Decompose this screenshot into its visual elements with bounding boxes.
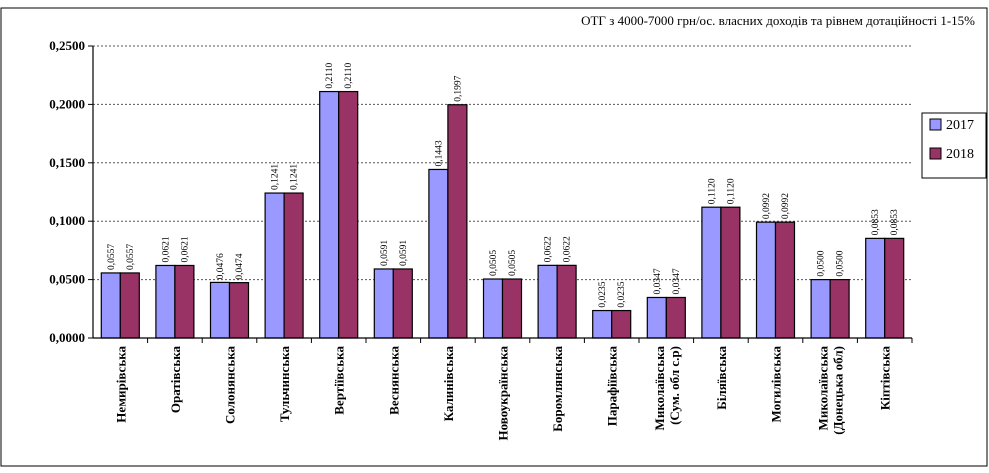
bar-2017 bbox=[428, 168, 449, 339]
data-label: 0,2110 bbox=[325, 63, 335, 89]
x-category-label: Вертіївська bbox=[332, 346, 347, 415]
bars bbox=[100, 90, 905, 339]
bar-2018 bbox=[392, 268, 413, 339]
y-tick-label: 0,0000 bbox=[49, 330, 85, 345]
bar-2018 bbox=[174, 264, 195, 339]
bar-2018 bbox=[611, 309, 632, 339]
y-tick-label: 0,1500 bbox=[49, 155, 85, 170]
x-category-label: Миколаївська bbox=[652, 346, 667, 431]
bar-2018 bbox=[774, 221, 796, 339]
bar-2018 bbox=[447, 104, 468, 339]
bar-2018 bbox=[119, 272, 140, 339]
data-label: 0,0235 bbox=[617, 281, 627, 307]
x-category-label: Боромлянська bbox=[550, 346, 565, 432]
data-label: 0,1120 bbox=[726, 178, 736, 204]
bar-2018 bbox=[665, 296, 686, 339]
data-label: 0,1241 bbox=[290, 164, 300, 190]
y-tick-label: 0,2500 bbox=[49, 38, 85, 53]
data-label: 0,0474 bbox=[235, 253, 245, 279]
data-label: 0,0621 bbox=[161, 236, 171, 262]
bar-2017 bbox=[755, 221, 777, 339]
bar-2018 bbox=[720, 206, 741, 339]
legend-label: 2018 bbox=[946, 147, 974, 162]
x-category-label: Немирівська bbox=[113, 346, 128, 423]
data-label: 0,1443 bbox=[434, 140, 444, 166]
bar-2018 bbox=[283, 192, 304, 339]
data-label: 0,0235 bbox=[598, 281, 608, 307]
y-tick-label: 0,0500 bbox=[49, 272, 85, 287]
bar-2017 bbox=[482, 278, 504, 339]
bar-2017 bbox=[155, 264, 176, 339]
data-label: 0,0557 bbox=[126, 244, 136, 270]
bar-2017 bbox=[646, 296, 667, 339]
x-category-label: Солонянська bbox=[223, 346, 238, 424]
data-label: 0,0622 bbox=[563, 236, 573, 262]
legend: 2017 2018 bbox=[921, 112, 987, 179]
data-labels: 0,0557 0,0557 0,0621 0,0621 0,0476 0,0474 0,12… bbox=[107, 63, 900, 308]
data-label: 0,0621 bbox=[180, 236, 190, 262]
data-label: 0,0591 bbox=[399, 240, 409, 266]
data-label: 0,0992 bbox=[781, 193, 791, 219]
y-tick-label: 0,2000 bbox=[49, 96, 85, 111]
chart-border bbox=[0, 7, 988, 467]
x-category-label: Біляївська bbox=[714, 346, 729, 410]
bar-2017 bbox=[592, 309, 613, 339]
bar-2018 bbox=[501, 278, 523, 339]
x-category-label: (Сум. обл с.р) bbox=[667, 346, 682, 425]
data-label: 0,0500 bbox=[817, 250, 827, 276]
bar-2017 bbox=[209, 281, 231, 339]
x-category-label: Миколаївська bbox=[816, 346, 831, 431]
bar-2018 bbox=[884, 237, 905, 339]
x-category-label: Оратівська bbox=[168, 346, 183, 414]
legend-label: 2017 bbox=[946, 118, 974, 133]
data-label: 0,0505 bbox=[508, 250, 518, 276]
data-label: 0,0476 bbox=[216, 253, 226, 279]
bar-2018 bbox=[338, 90, 359, 339]
bar-2017 bbox=[865, 237, 886, 339]
data-label: 0,1120 bbox=[707, 178, 717, 204]
data-label: 0,0505 bbox=[489, 250, 499, 276]
bar-2017 bbox=[373, 268, 394, 339]
data-label: 0,0853 bbox=[890, 209, 900, 235]
x-category-label: Тульчинська bbox=[277, 346, 292, 423]
x-category-label: Могилівська bbox=[769, 346, 784, 423]
bar-2018 bbox=[829, 279, 850, 339]
bar-2018 bbox=[228, 282, 250, 339]
x-category-label: Кіптівська bbox=[878, 346, 893, 411]
data-label: 0,0557 bbox=[107, 244, 117, 270]
bar-2017 bbox=[537, 264, 558, 339]
data-label: 0,0347 bbox=[672, 268, 682, 294]
x-category-label: (Донецька обл) bbox=[831, 346, 846, 435]
x-category-label: Калинівська bbox=[441, 346, 456, 422]
bar-2017 bbox=[810, 279, 831, 339]
data-label: 0,0622 bbox=[544, 236, 554, 262]
legend-swatch bbox=[929, 118, 942, 131]
axes bbox=[88, 45, 913, 343]
data-label: 0,1997 bbox=[453, 75, 463, 101]
chart-title: ОТГ з 4000-7000 грн/ос. власних доходів … bbox=[581, 13, 975, 28]
bar-2018 bbox=[556, 264, 577, 339]
y-tick-labels: 0,0000 0,0500 0,1000 0,1500 0,2000 0,2500 bbox=[49, 38, 85, 345]
data-label: 0,2110 bbox=[344, 63, 354, 89]
x-category-label: Новоукраїнська bbox=[496, 346, 511, 441]
data-label: 0,1241 bbox=[271, 164, 281, 190]
x-category-label: Веснянська bbox=[386, 346, 401, 415]
bar-2017 bbox=[701, 206, 722, 339]
data-label: 0,0992 bbox=[762, 193, 772, 219]
bar-2017 bbox=[100, 272, 121, 339]
data-label: 0,0591 bbox=[380, 240, 390, 266]
bar-2017 bbox=[319, 90, 340, 339]
data-label: 0,0347 bbox=[653, 268, 663, 294]
x-category-labels: Немирівська Оратівська Солонянська Тульчинс… bbox=[113, 346, 892, 441]
y-tick-label: 0,1000 bbox=[49, 213, 85, 228]
bar-2017 bbox=[264, 192, 285, 339]
data-label: 0,0500 bbox=[836, 250, 846, 276]
data-label: 0,0853 bbox=[871, 209, 881, 235]
legend-swatch bbox=[929, 147, 942, 160]
x-category-label: Парафіївська bbox=[605, 346, 620, 427]
